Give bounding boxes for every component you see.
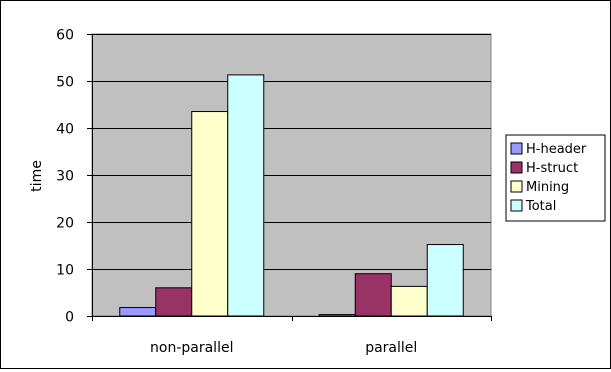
y-tick-label: 30: [56, 169, 74, 185]
legend-label: H-struct: [526, 161, 578, 176]
legend-swatch: [510, 142, 523, 155]
legend: H-header H-struct Mining Total: [505, 134, 606, 222]
bars: [119, 74, 464, 317]
bar: [119, 307, 157, 317]
y-tick-label: 20: [56, 216, 74, 232]
bar: [354, 273, 392, 317]
y-axis-title: time: [29, 160, 45, 192]
bar: [191, 111, 229, 317]
bar: [426, 244, 464, 317]
x-tick-label: non-parallel: [150, 340, 233, 356]
plot-area: [91, 33, 492, 317]
bar: [390, 285, 428, 317]
legend-label: Mining: [526, 180, 569, 195]
y-tick-label: 0: [65, 310, 74, 326]
y-tick-label: 10: [56, 263, 74, 279]
y-tick-label: 50: [56, 75, 74, 91]
legend-swatch: [510, 180, 523, 193]
legend-label: H-header: [526, 142, 587, 157]
bar: [155, 287, 193, 317]
bar: [318, 314, 356, 317]
y-tick-label: 60: [56, 28, 74, 44]
legend-swatch: [510, 199, 523, 212]
x-tick-label: parallel: [365, 340, 417, 356]
legend-swatch: [510, 161, 523, 174]
bar: [227, 74, 265, 317]
legend-label: Total: [525, 199, 556, 214]
y-tick-label: 40: [56, 122, 74, 138]
